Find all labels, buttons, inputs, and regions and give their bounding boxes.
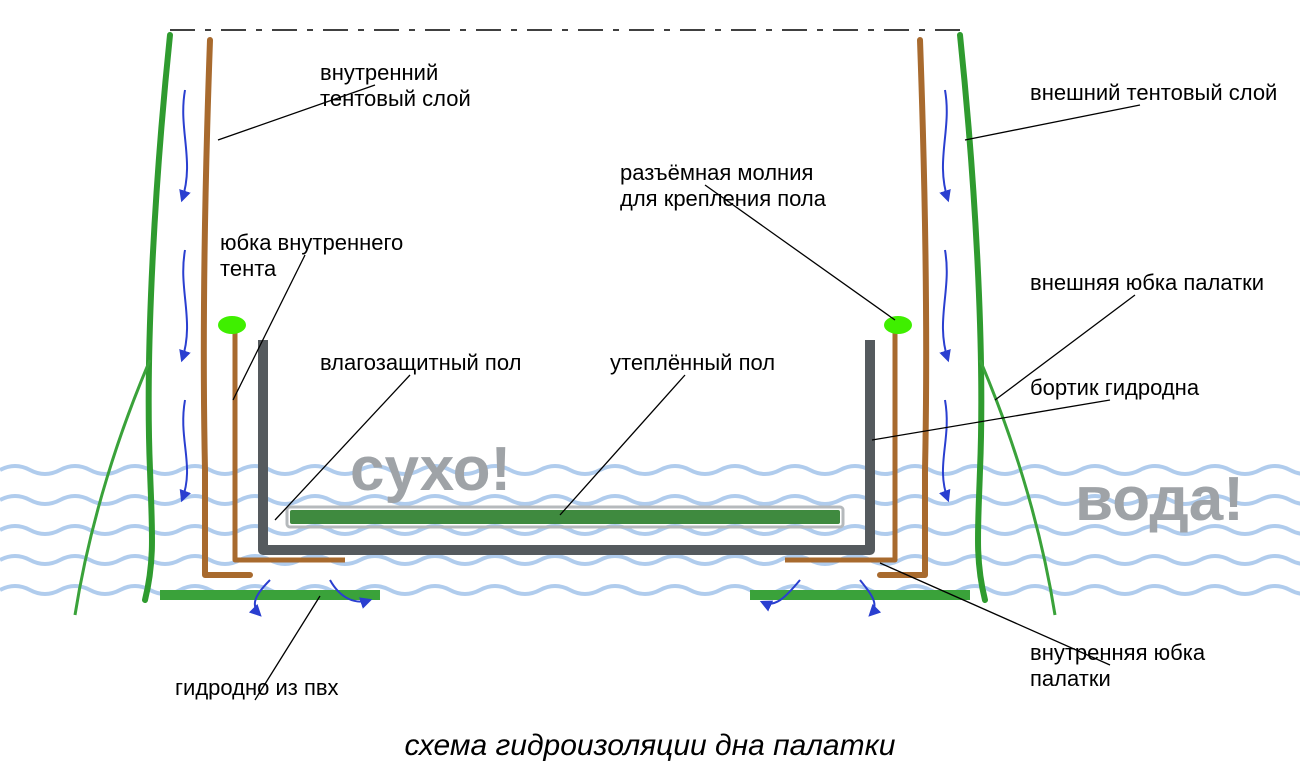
zipper-right xyxy=(884,316,912,334)
outer-tent-left xyxy=(145,35,170,600)
label-wet_floor: влагозащитный пол xyxy=(320,350,521,375)
label-inner_tent_skirt: палатки xyxy=(1030,666,1111,691)
diagram-root: сухо! вода! внутреннийтентовый слой внешний… xyxy=(0,0,1300,775)
label-pvc: гидродно из пвх xyxy=(175,675,339,700)
flow-arrow xyxy=(182,400,187,500)
flow-arrow xyxy=(943,250,948,360)
label-inner_tent_skirt: внутренняя юбка xyxy=(1030,640,1206,665)
insulated-floor xyxy=(290,510,840,524)
flow-arrow xyxy=(943,90,948,200)
label-inner_skirt: юбка внутреннего xyxy=(220,230,403,255)
flow-arrow xyxy=(182,250,187,360)
label-inner_layer: тентовый слой xyxy=(320,86,471,111)
flow-arrow xyxy=(943,400,948,500)
outer-tent-right xyxy=(960,35,985,600)
zipper-left xyxy=(218,316,246,334)
flow-arrow xyxy=(182,90,187,200)
label-outer_skirt: внешняя юбка палатки xyxy=(1030,270,1264,295)
label-zipper: для крепления пола xyxy=(620,186,827,211)
label-inner_skirt: тента xyxy=(220,256,277,281)
label-inner_layer: внутренний xyxy=(320,60,438,85)
outer-skirt xyxy=(75,360,150,615)
diagram-caption: схема гидроизоляции дна палатки xyxy=(405,729,896,762)
label-warm_floor: утеплённый пол xyxy=(610,350,775,375)
label-outer_layer: внешний тентовый слой xyxy=(1030,80,1277,105)
inner-tent-left xyxy=(204,40,250,575)
big-text: вода! xyxy=(1075,465,1244,534)
leader-line xyxy=(872,400,1110,440)
label-zipper: разъёмная молния xyxy=(620,160,813,185)
leader-line xyxy=(965,105,1140,140)
big-text: сухо! xyxy=(350,435,511,504)
label-hydro_rim: бортик гидродна xyxy=(1030,375,1200,400)
leader-line xyxy=(560,375,685,515)
